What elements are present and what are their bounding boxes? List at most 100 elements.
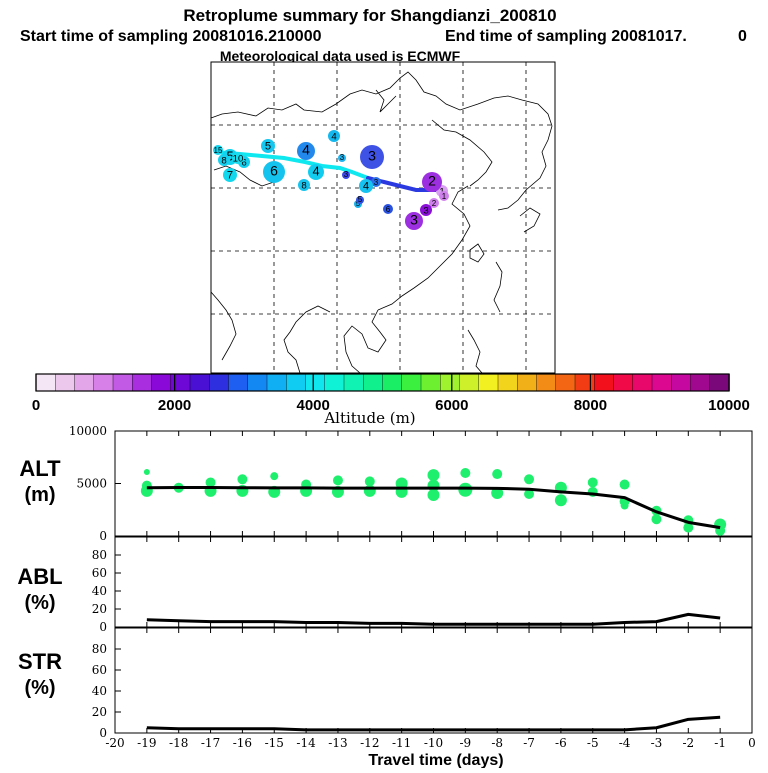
altitude-scatter-point <box>524 489 535 499</box>
altitude-scatter-point <box>619 479 630 490</box>
colorbar-swatch <box>151 373 172 392</box>
trajectory-point-label: 7 <box>227 169 233 181</box>
colorbar-swatch <box>55 373 76 392</box>
colorbar-swatch <box>382 373 403 392</box>
colorbar-swatch <box>132 373 153 392</box>
altitude-scatter-point <box>427 469 440 482</box>
x-tick-label: -19 <box>137 736 156 750</box>
trajectory-point: 7 <box>223 168 237 182</box>
panel-yunit: (m) <box>24 484 55 506</box>
colorbar-swatch <box>228 373 249 392</box>
altitude-scatter-point <box>364 476 375 487</box>
trajectory-point-marker <box>223 168 237 182</box>
series-line <box>146 485 721 530</box>
colorbar-swatch <box>305 373 326 392</box>
map-frame <box>210 61 556 374</box>
trajectory-point-marker <box>218 154 230 166</box>
trajectory-point: 4 <box>359 179 373 193</box>
trajectory-point-label: 4 <box>312 163 319 178</box>
trajectory-point-marker <box>297 142 315 160</box>
panel-yunit: (%) <box>24 592 55 614</box>
trajectory-point-marker <box>232 152 244 164</box>
colorbar-tick-label: 4000 <box>297 397 330 414</box>
trajectory-point: 6 <box>263 161 285 183</box>
series-line <box>146 715 721 732</box>
trajectory-point-label: 3 <box>344 170 349 179</box>
end-time-label: End time of sampling 20081017. <box>445 28 687 45</box>
trajectory-point: 8 <box>218 154 230 166</box>
panel-ylabel: ABL <box>17 564 62 589</box>
trajectory-point-marker <box>359 179 373 193</box>
colorbar-swatch <box>266 373 287 392</box>
figure-title: Retroplume summary for Shangdianzi_20081… <box>183 6 556 25</box>
y-tick-label: 80 <box>92 642 107 656</box>
colorbar-swatch <box>170 373 191 392</box>
altitude-scatter-point <box>491 486 504 499</box>
trajectory-point-label: 4 <box>363 180 369 192</box>
x-tick-label: -4 <box>619 736 631 750</box>
colorbar-tick-label: 2000 <box>158 397 191 414</box>
altitude-scatter-point <box>395 477 408 490</box>
y-tick-label: 60 <box>92 663 107 677</box>
trajectory-point-marker <box>263 161 285 183</box>
trajectory-point-marker <box>405 212 423 230</box>
y-tick-label: 60 <box>92 566 107 580</box>
altitude-scatter-point <box>651 514 662 525</box>
colorbar-swatch <box>74 373 95 392</box>
trajectory-point-marker <box>328 130 340 142</box>
trajectory-point: 6 <box>383 204 393 214</box>
trajectory-points: 1231233334443455566871081556 <box>213 130 449 230</box>
x-tick-label: -6 <box>555 736 567 750</box>
trajectory-point: 8 <box>298 179 310 191</box>
trajectory-point-label: 3 <box>340 153 345 162</box>
trajectory-point-marker <box>360 145 384 169</box>
panel-ylabel: STR <box>18 649 62 674</box>
y-tick-label: 40 <box>92 684 107 698</box>
trajectory-point-marker <box>308 164 324 180</box>
trajectory-point-marker <box>420 204 432 216</box>
trajectory-point-marker <box>356 196 364 204</box>
x-tick-label: 0 <box>748 736 756 750</box>
altitude-scatter-point <box>270 472 279 481</box>
colorbar-swatch <box>324 373 345 392</box>
colorbar-tick-label: 10000 <box>708 397 750 414</box>
x-tick-label: -20 <box>105 736 124 750</box>
trajectory-point-label: 5 <box>226 148 233 163</box>
x-tick-label: -1 <box>714 736 726 750</box>
trajectory-point-label: 6 <box>386 205 391 214</box>
colorbar-swatch <box>401 373 422 392</box>
y-tick-label: 80 <box>92 548 107 562</box>
x-tick-label: -3 <box>651 736 663 750</box>
colorbar-swatch <box>440 373 461 392</box>
trajectory-point-marker <box>338 154 346 162</box>
colorbar-swatch <box>594 373 615 392</box>
trajectory-point-marker <box>371 177 381 187</box>
trajectory-point-label: 3 <box>410 211 418 227</box>
trajectory-point: 10 <box>232 152 244 164</box>
trajectory-point: 3 <box>371 177 381 187</box>
start-time-label: Start time of sampling 20081016.210000 <box>20 28 322 45</box>
colorbar-swatch <box>478 373 499 392</box>
colorbar-swatch <box>35 373 56 392</box>
colorbar-swatch <box>632 373 653 392</box>
x-tick-label: -14 <box>296 736 316 750</box>
colorbar-tick-label: 8000 <box>574 397 607 414</box>
y-tick-label: 20 <box>92 602 107 616</box>
y-tick-label: 0 <box>99 529 107 543</box>
trajectory-point-label: 3 <box>368 147 376 163</box>
x-tick-label: -15 <box>265 736 284 750</box>
colorbar-swatch <box>286 373 307 392</box>
trajectory-point: 2 <box>429 198 439 208</box>
trajectory-point-label: 5 <box>358 195 363 204</box>
trajectory-point: 3 <box>360 145 384 169</box>
trajectory-point: 4 <box>308 163 324 180</box>
trajectory-point-marker <box>383 204 393 214</box>
x-tick-label: -16 <box>233 736 252 750</box>
y-tick-label: 0 <box>99 726 107 740</box>
colorbar-swatch <box>690 373 711 392</box>
trajectory-point-label: 6 <box>241 157 246 168</box>
colorbar-swatch <box>536 373 557 392</box>
trajectory-point-label: 3 <box>423 205 428 216</box>
panel-yunit: (%) <box>24 677 55 699</box>
